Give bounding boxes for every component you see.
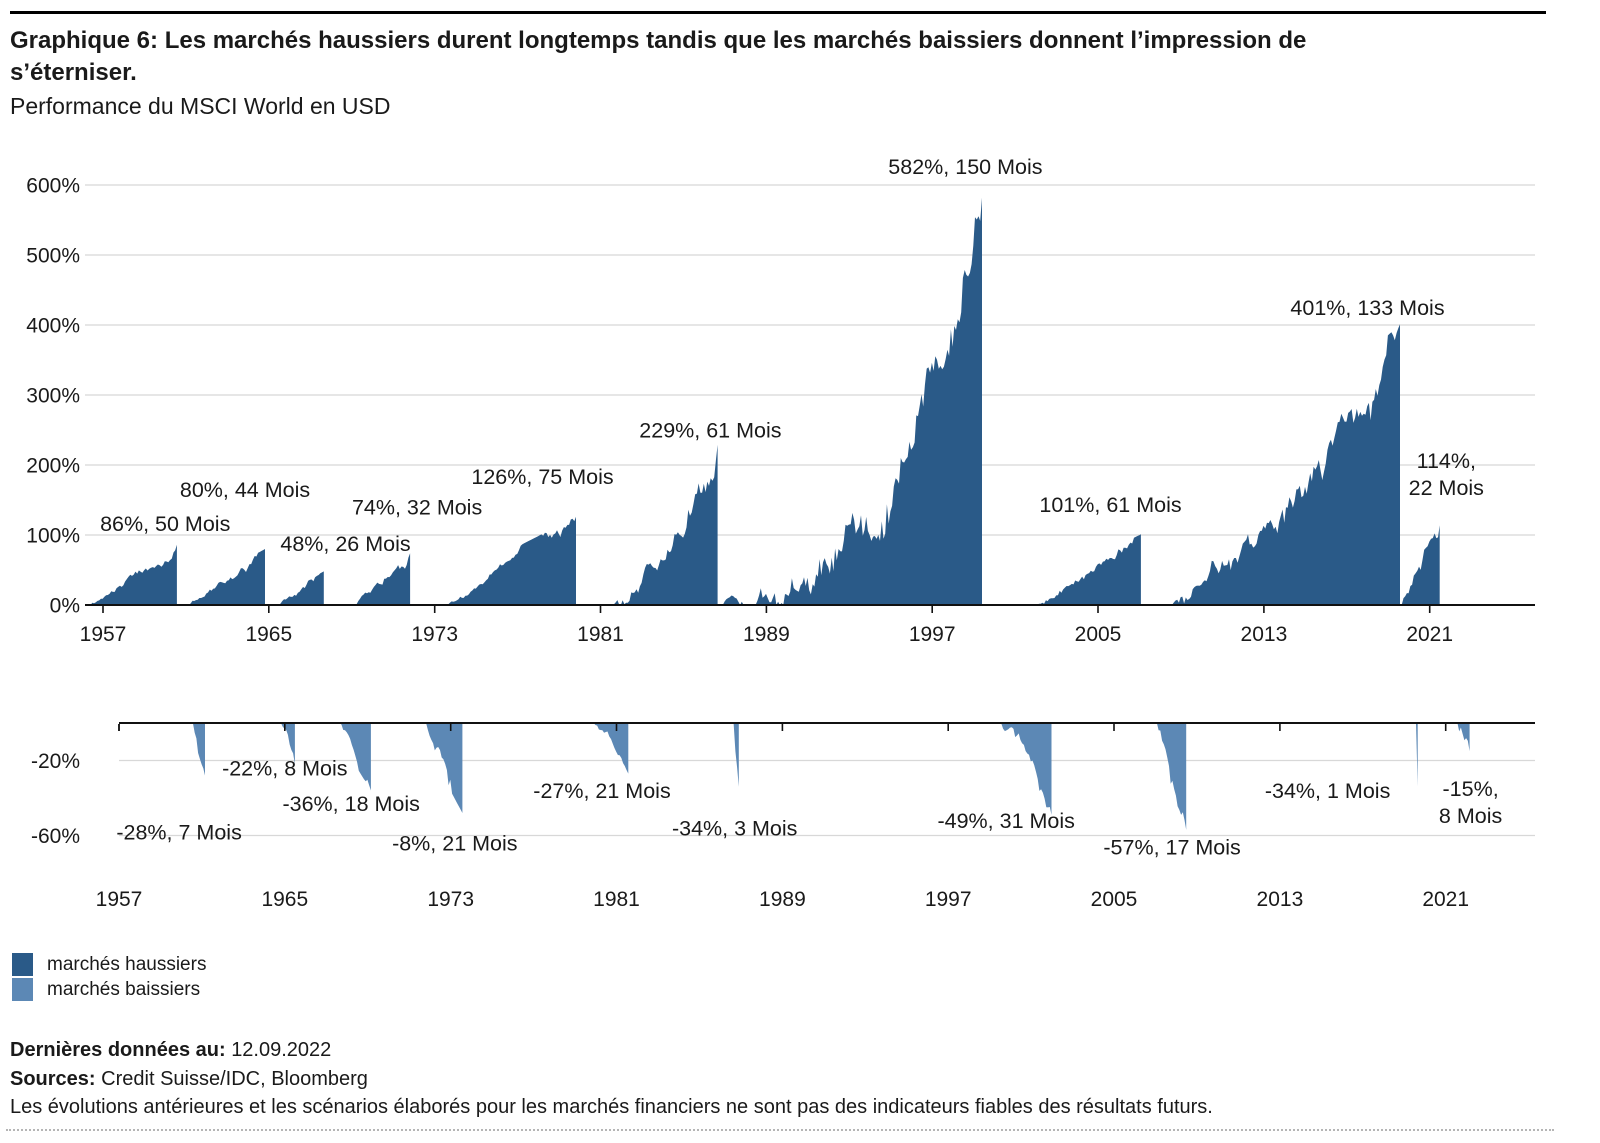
figure-title: Graphique 6: Les marchés haussiers duren… [10,25,1590,89]
segment-label: -49%, 31 Mois [937,809,1074,833]
svg-text:100%: 100% [26,525,80,548]
bull-area [354,553,411,605]
bear-area [281,723,295,765]
bear-area [1416,723,1418,787]
segment-label: 229%, 61 Mois [639,419,781,443]
y-axis-labels: 0% 100% 200% 300% 400% 500% 600% -20% -60% [26,175,80,849]
bottom-rule [6,1129,1554,1131]
segment-label: -8%, 21 Mois [392,832,517,856]
svg-text:-60%: -60% [31,825,80,848]
segment-label: 86%, 50 Mois [100,512,230,536]
x-axis-labels: 1957 1957 1965 1965 1973 1973 1981 1981 1989 1989… [80,623,1469,911]
segment-label: 74%, 32 Mois [352,496,482,520]
last-data-label: Dernières données au: [10,1039,226,1061]
segment-label: -27%, 21 Mois [533,779,670,803]
svg-text:2005: 2005 [1075,623,1122,646]
bear-area [1455,723,1470,752]
market-areas [90,197,1470,830]
segment-label: -22%, 8 Mois [222,757,347,781]
segment-label: -36%, 18 Mois [282,792,419,816]
segment-label: 101%, 61 Mois [1039,493,1181,517]
svg-text:1957: 1957 [96,888,143,911]
segment-label: 401%, 133 Mois [1290,296,1444,320]
svg-text:1997: 1997 [909,623,956,646]
segment-label: -57%, 17 Mois [1103,835,1240,859]
bear-area [426,723,463,813]
bear-area [1156,723,1187,830]
bear-area [998,723,1052,815]
svg-text:2013: 2013 [1257,888,1304,911]
bear-area [192,723,205,776]
segment-label: -15%, 8 Mois [1439,777,1502,828]
sources-value: Credit Suisse/IDC, Bloomberg [101,1067,368,1090]
figure-title-line-1: Graphique 6: Les marchés haussiers duren… [10,27,1307,54]
svg-text:200%: 200% [26,455,80,478]
svg-text:2021: 2021 [1422,888,1469,911]
svg-text:1989: 1989 [743,623,790,646]
figure-footer: Dernières données au: 12.09.2022 Sources… [10,1036,1213,1122]
svg-text:500%: 500% [26,245,80,268]
segment-label: -34%, 1 Mois [1265,779,1390,803]
axes [85,604,1535,724]
sources-line: Sources: Credit Suisse/IDC, Bloomberg [10,1065,1213,1094]
svg-text:-20%: -20% [31,750,80,773]
bull-swatch-icon [12,953,33,976]
segment-label: 80%, 44 Mois [180,478,310,502]
bear-area [339,723,371,791]
segment-label: 48%, 26 Mois [280,532,410,556]
last-data-value: 12.09.2022 [231,1039,332,1061]
bull-area [189,549,265,605]
svg-text:2013: 2013 [1241,623,1288,646]
svg-text:1965: 1965 [261,888,308,911]
svg-text:1981: 1981 [593,888,640,911]
bull-area [90,544,177,605]
bull-area [446,516,576,605]
figure-subtitle: Performance du MSCI World en USD [10,93,391,119]
svg-text:1997: 1997 [925,888,972,911]
svg-text:1973: 1973 [411,623,458,646]
bull-area [1035,534,1141,605]
segment-label: 126%, 75 Mois [471,465,613,489]
svg-text:1989: 1989 [759,888,806,911]
bull-area [278,571,324,605]
bear-area [592,723,629,774]
axis-ticks [102,606,1447,731]
segment-label: 114%, 22 Mois [1409,449,1484,500]
chart-legend: marchés haussiers marchés baissiers [12,952,206,1002]
legend-label-bear: marchés baissiers [47,978,201,1000]
segment-label: -34%, 3 Mois [672,817,797,841]
sources-label: Sources: [10,1067,96,1090]
legend-item-bull: marchés haussiers [12,952,206,977]
svg-text:1973: 1973 [427,888,474,911]
svg-text:1965: 1965 [245,623,292,646]
svg-text:400%: 400% [26,315,80,338]
segment-annotations: 86%, 50 Mois -28%, 7 Mois 80%, 44 Mois -22%… [100,155,1502,859]
svg-text:1957: 1957 [80,623,127,646]
figure-title-line-2: s’éterniser. [10,59,137,86]
svg-text:600%: 600% [26,175,80,198]
bear-area [733,723,739,787]
svg-text:1981: 1981 [577,623,624,646]
bull-area [1401,525,1440,605]
segment-label: -28%, 7 Mois [116,820,241,844]
bull-area [722,197,982,605]
bull-area [1170,324,1400,605]
svg-text:2021: 2021 [1406,623,1453,646]
legend-label-bull: marchés haussiers [47,953,207,975]
legend-item-bear: marchés baissiers [12,977,206,1002]
bear-swatch-icon [12,978,33,1001]
svg-text:0%: 0% [50,595,80,618]
top-rule [10,11,1546,14]
bull-area [612,444,718,605]
disclaimer-line: Les évolutions antérieures et les scénar… [10,1096,1213,1118]
segment-label: 582%, 150 Mois [888,155,1042,179]
last-data-line: Dernières données au: 12.09.2022 [10,1036,1213,1065]
svg-text:300%: 300% [26,385,80,408]
svg-text:2005: 2005 [1091,888,1138,911]
